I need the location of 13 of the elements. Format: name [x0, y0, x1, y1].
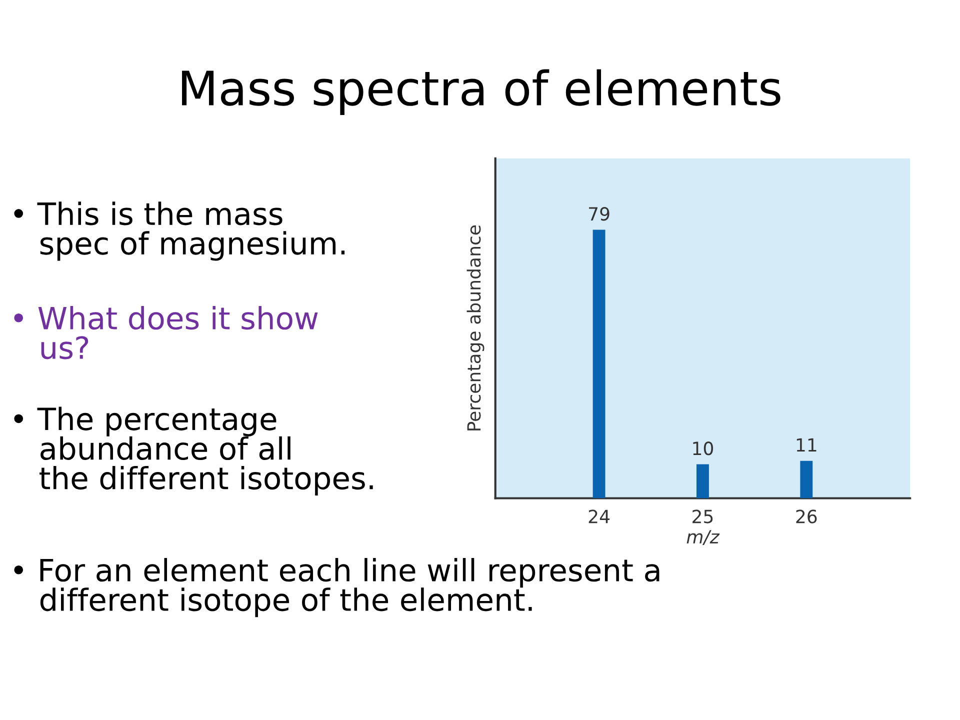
y-axis-title: Percentage abundance	[466, 225, 484, 430]
text: • This is the mass spec of magnesium.	[14, 202, 345, 261]
x-axis-title: m/z	[686, 530, 720, 545]
text: • For an element each line will represent a different isotope of the element.	[14, 558, 660, 618]
data-label: 10	[693, 442, 714, 456]
x-tick-label: 26	[796, 510, 817, 524]
data-label: 79	[589, 207, 610, 221]
data-label: 11	[796, 438, 816, 452]
x-tick-label: 25	[692, 510, 713, 524]
text: • The percentage abundance of all the different isotopes.	[14, 406, 373, 496]
x-tick-label: 24	[588, 510, 610, 524]
chart-title: Mass spectra of elements	[182, 69, 780, 116]
text: • What does it show us?	[14, 306, 318, 360]
